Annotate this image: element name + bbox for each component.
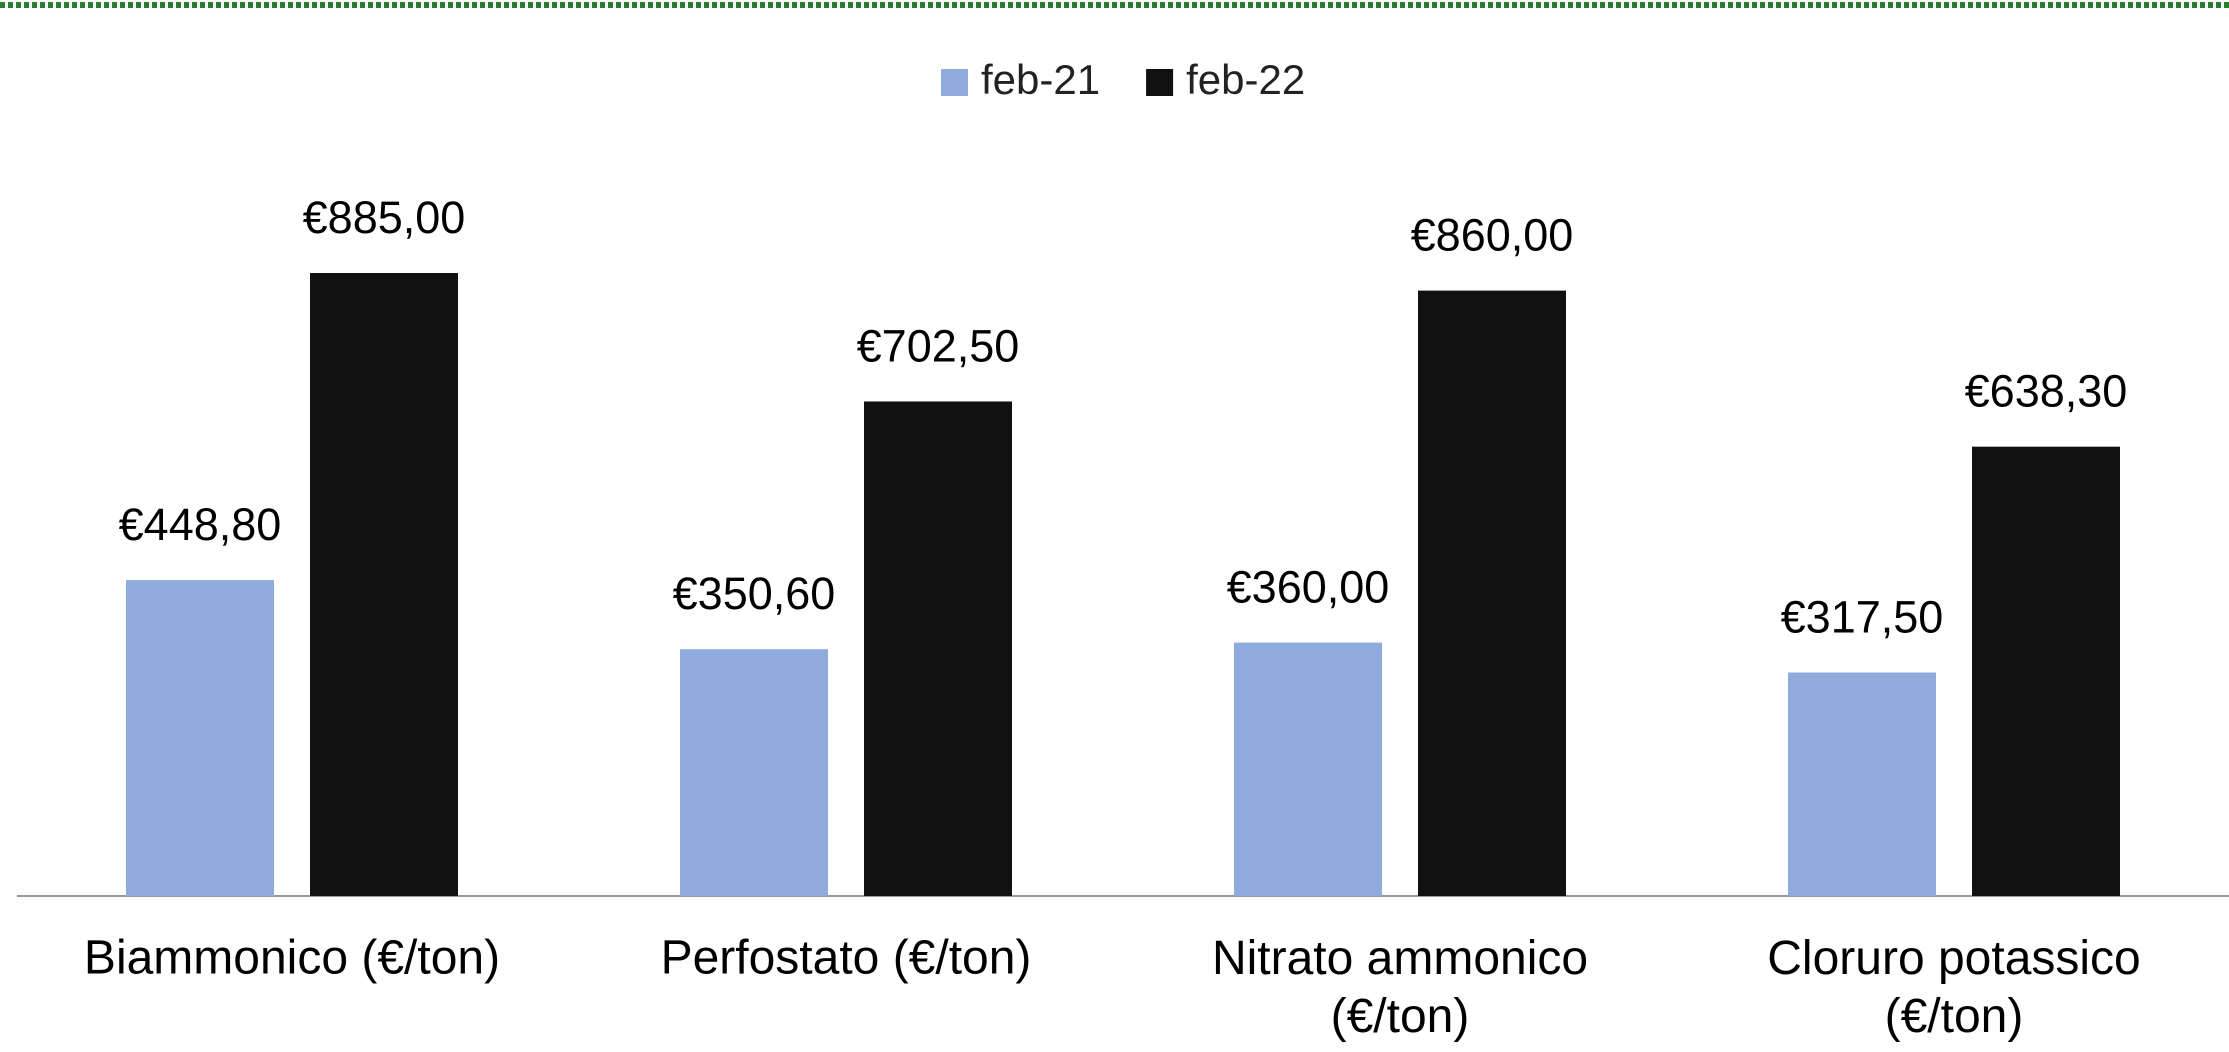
x-tick-label: Nitrato ammonico (€/ton) bbox=[1212, 932, 1588, 1043]
bar bbox=[1234, 642, 1382, 896]
bar bbox=[864, 401, 1012, 896]
legend-swatch bbox=[1146, 69, 1174, 96]
x-tick-label: Biammonico (€/ton) bbox=[84, 932, 500, 985]
bar bbox=[126, 580, 274, 896]
value-label: €860,00 bbox=[1411, 209, 1574, 260]
x-tick-label: Cloruro potassico (€/ton) bbox=[1767, 932, 2141, 1043]
value-label: €885,00 bbox=[303, 192, 466, 243]
legend-swatch bbox=[941, 69, 968, 96]
legend-label: feb-22 bbox=[1186, 56, 1305, 103]
bar bbox=[310, 273, 458, 896]
value-label: €360,00 bbox=[1227, 561, 1390, 612]
bar bbox=[1788, 672, 1936, 896]
bar bbox=[680, 649, 828, 896]
value-label: €638,30 bbox=[1965, 366, 2128, 417]
value-label: €448,80 bbox=[119, 499, 282, 550]
value-label: €702,50 bbox=[857, 320, 1020, 371]
value-label: €317,50 bbox=[1781, 591, 1944, 642]
x-tick-label: Perfostato (€/ton) bbox=[661, 932, 1032, 985]
bar bbox=[1972, 446, 2120, 896]
bar bbox=[1418, 290, 1566, 896]
value-label: €350,60 bbox=[673, 568, 836, 619]
legend-label: feb-21 bbox=[981, 56, 1100, 103]
